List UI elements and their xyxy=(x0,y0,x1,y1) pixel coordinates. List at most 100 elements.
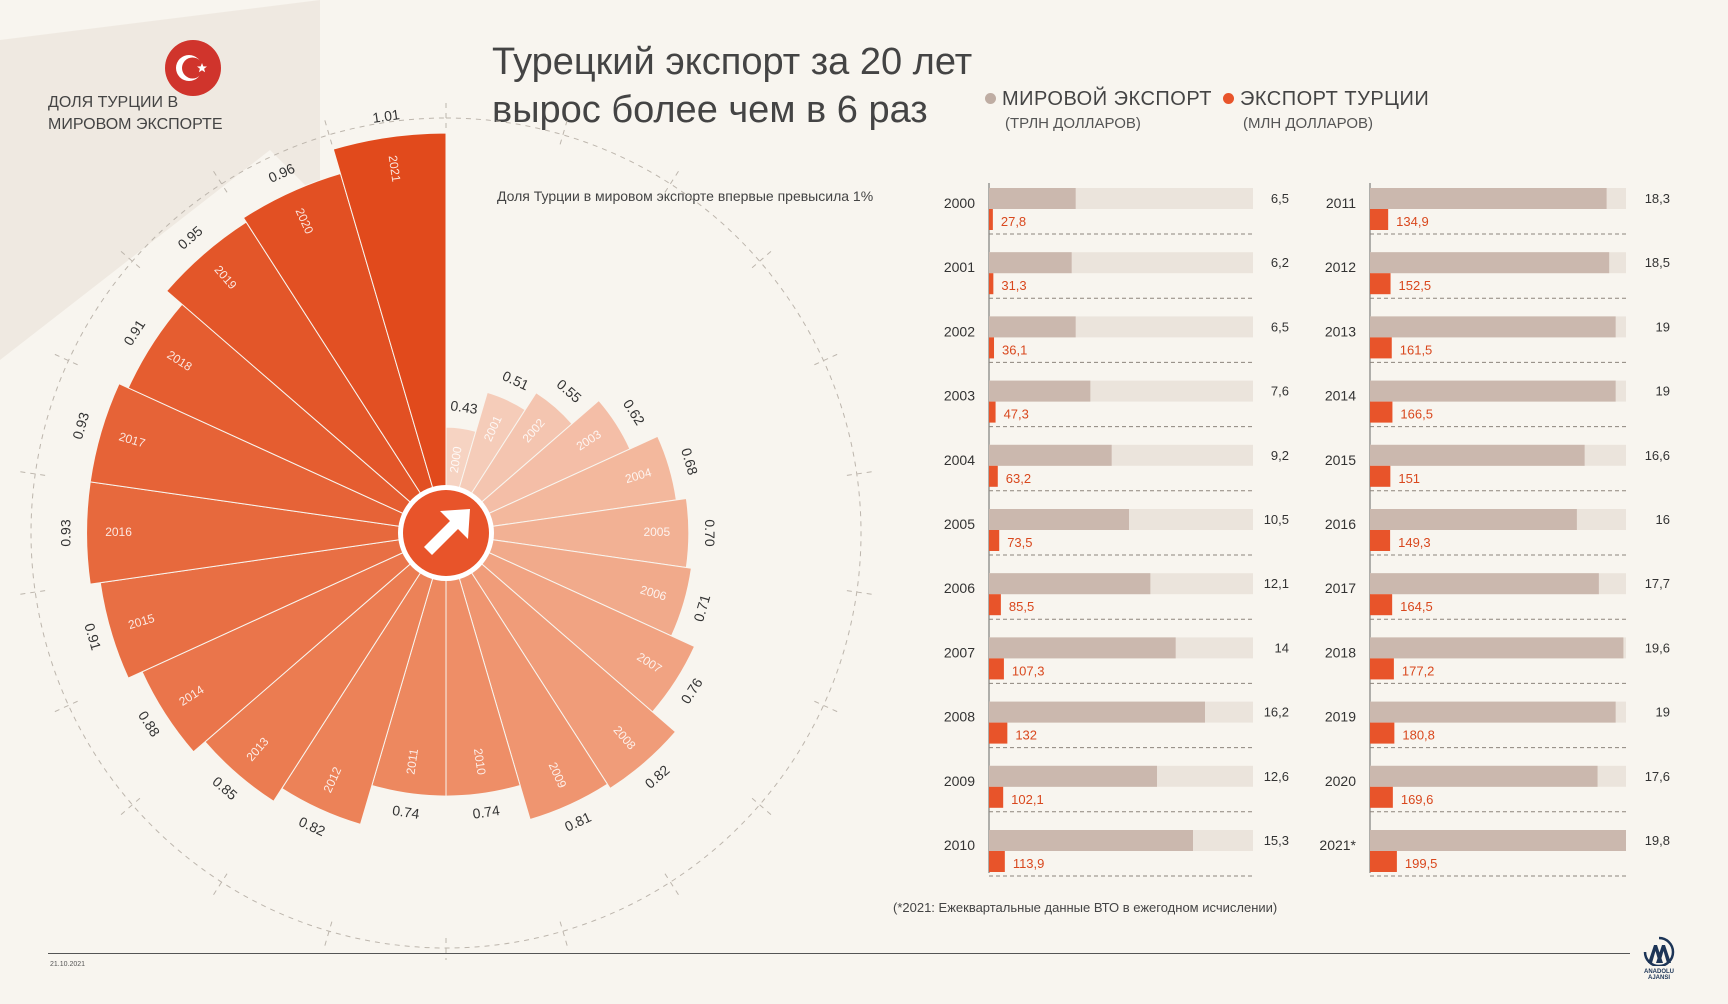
page-title-line-1: Турецкий экспорт за 20 лет xyxy=(492,41,973,83)
date-stamp: 21.10.2021 xyxy=(50,961,86,968)
world-value-label: 19 xyxy=(1656,384,1670,399)
radial-guide-line xyxy=(846,470,877,476)
bar-year-label: 2021* xyxy=(1319,837,1356,853)
anadolu-logo-icon: ANADOLU AJANSI xyxy=(1636,936,1682,981)
radial-chart-title: ДОЛЯ ТУРЦИИ В МИРОВОМ ЭКСПОРТЕ xyxy=(48,94,223,133)
turkey-value-label: 166,5 xyxy=(1400,407,1433,422)
legend-turkey-export: ЭКСПОРТ ТУРЦИИ (МЛН ДОЛЛАРОВ) xyxy=(1223,88,1429,132)
radial-guide-line xyxy=(15,470,46,476)
turkey-value-label: 85,5 xyxy=(1009,599,1034,614)
world-bar xyxy=(1370,637,1624,659)
turkey-bar xyxy=(1370,658,1394,680)
bar-year-label: 2019 xyxy=(1325,709,1356,725)
radial-guide-line xyxy=(751,247,776,269)
radial-year-label: 2010 xyxy=(471,747,489,776)
turkey-bar xyxy=(989,530,1000,551)
bar-year-label: 2018 xyxy=(1325,644,1356,660)
turkey-bar xyxy=(1370,209,1389,230)
turkey-bar xyxy=(989,465,998,487)
turkey-bar xyxy=(1370,530,1391,551)
radial-value-label: 1.01 xyxy=(371,106,400,126)
world-bar xyxy=(1370,573,1599,595)
world-bar xyxy=(989,444,1112,466)
world-bar xyxy=(1370,188,1607,209)
turkey-value-label: 177,2 xyxy=(1402,663,1435,678)
turkey-bar xyxy=(989,786,1004,808)
bar-year-label: 2008 xyxy=(944,709,975,725)
turkey-bar xyxy=(1370,851,1397,872)
radial-year-label: 2011 xyxy=(404,748,422,776)
world-value-label: 16,6 xyxy=(1645,448,1670,463)
bar-grid: 2000 6,5 27,8 2001 6,2 31,3 2002 6,5 36,1 2003 7,6… xyxy=(944,183,1670,877)
world-value-label: 10,5 xyxy=(1264,512,1289,527)
radial-guide-line xyxy=(846,590,877,596)
world-bar xyxy=(989,316,1076,338)
turkey-value-label: 164,5 xyxy=(1400,599,1433,614)
bar-year-label: 2010 xyxy=(944,837,975,853)
bar-year-label: 2000 xyxy=(944,195,975,211)
radial-bar-2008 xyxy=(445,532,677,790)
turkey-value-label: 63,2 xyxy=(1006,471,1031,486)
world-value-label: 18,3 xyxy=(1645,191,1670,206)
radial-guide-line xyxy=(210,873,228,900)
turkey-value-label: 107,3 xyxy=(1012,663,1045,678)
world-value-label: 19 xyxy=(1656,705,1670,720)
background-arrow-shape xyxy=(0,0,320,360)
radial-value-label: 0.71 xyxy=(690,593,713,624)
world-bar xyxy=(989,573,1151,595)
radial-value-label: 0.74 xyxy=(391,802,420,822)
legend-world-label: МИРОВОЙ ЭКСПОРТ xyxy=(1002,88,1212,110)
radial-value-label: 0.93 xyxy=(57,519,73,546)
world-value-label: 16,2 xyxy=(1264,705,1289,720)
turkey-bar xyxy=(989,851,1005,872)
radial-guide-line xyxy=(50,351,78,366)
radial-guide-line xyxy=(15,590,46,596)
world-bar xyxy=(1370,830,1626,851)
legend-world-unit: (ТРЛН ДОЛЛАРОВ) xyxy=(1005,115,1141,132)
world-bar xyxy=(1370,380,1616,402)
radial-year-label: 2005 xyxy=(643,525,670,539)
radial-guide-line xyxy=(559,921,570,951)
radial-guides xyxy=(15,98,877,960)
radial-bar-2009 xyxy=(445,532,609,821)
world-value-label: 15,3 xyxy=(1264,833,1289,848)
turkey-value-label: 149,3 xyxy=(1398,535,1431,550)
bar-year-label: 2015 xyxy=(1325,452,1356,468)
world-value-label: 17,7 xyxy=(1645,576,1670,591)
world-bar xyxy=(989,830,1193,851)
turkey-bar xyxy=(1370,465,1391,487)
page-title: Турецкий экспорт за 20 лет вырос более ч… xyxy=(492,38,1012,134)
turkey-flag-icon xyxy=(165,40,221,96)
turkey-value-label: 132 xyxy=(1015,728,1037,743)
world-bar xyxy=(1370,444,1585,466)
bar-year-label: 2005 xyxy=(944,516,975,532)
bar-year-label: 2017 xyxy=(1325,580,1356,596)
world-bar xyxy=(989,701,1205,723)
bar-year-label: 2016 xyxy=(1325,516,1356,532)
radial-guide-line xyxy=(210,166,228,193)
export-bar-chart: 2000 6,5 27,8 2001 6,2 31,3 2002 6,5 36,1 2003 7,6… xyxy=(944,183,1670,877)
turkey-bar xyxy=(989,273,994,295)
bar-year-label: 2009 xyxy=(944,773,975,789)
turkey-value-label: 102,1 xyxy=(1011,792,1044,807)
world-bar xyxy=(1370,316,1616,338)
legend-turkey-unit: (МЛН ДОЛЛАРОВ) xyxy=(1243,115,1374,132)
bar-year-label: 2002 xyxy=(944,323,975,339)
turkey-value-label: 113,9 xyxy=(1013,856,1045,871)
turkey-bar xyxy=(989,722,1008,744)
world-value-label: 19,8 xyxy=(1645,833,1670,848)
radial-value-label: 0.93 xyxy=(69,410,92,441)
bar-year-label: 2020 xyxy=(1325,773,1356,789)
radial-value-label: 0.43 xyxy=(449,397,478,417)
radial-value-label: 0.68 xyxy=(678,446,701,477)
radial-bar-2021 xyxy=(332,132,447,534)
bar-year-label: 2003 xyxy=(944,388,975,404)
turkey-bar xyxy=(1370,337,1392,359)
radial-guide-line xyxy=(559,115,570,145)
radial-year-label: 2000 xyxy=(447,445,465,474)
radial-value-label: 0.74 xyxy=(471,802,500,822)
turkey-bar xyxy=(1370,273,1391,295)
turkey-bar xyxy=(1370,594,1393,616)
world-value-label: 18,5 xyxy=(1645,255,1670,270)
